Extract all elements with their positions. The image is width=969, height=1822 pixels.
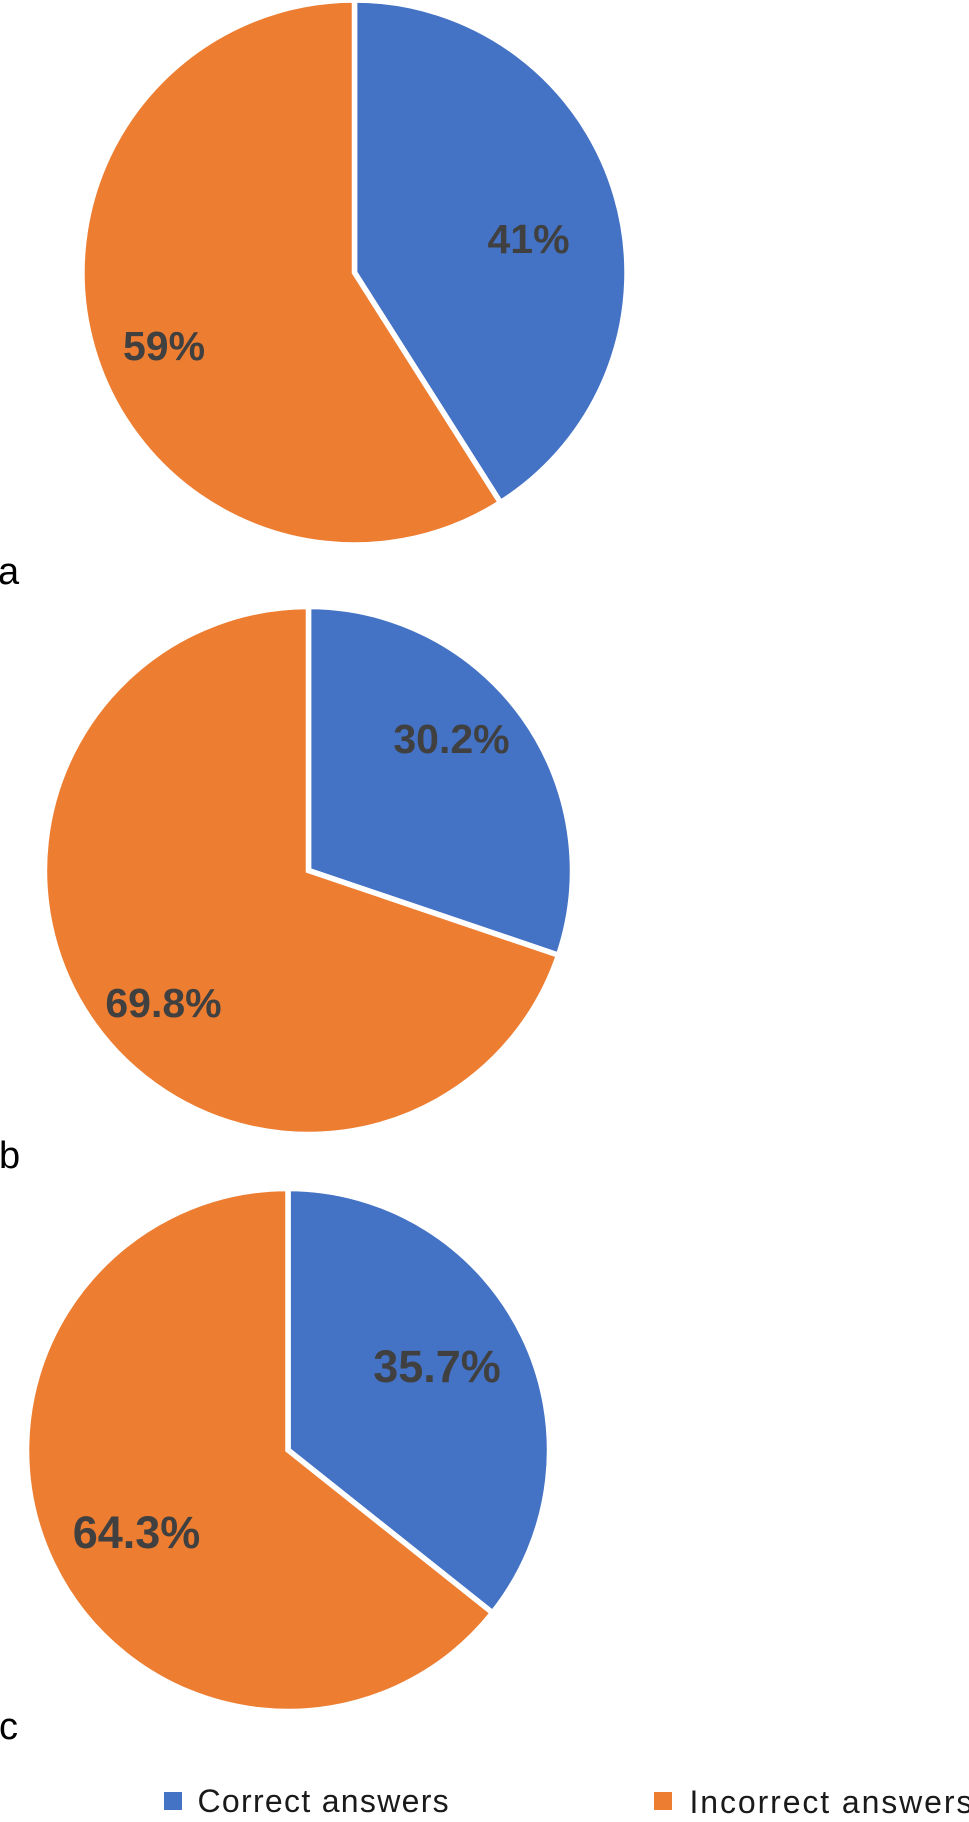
svg-text:64.3%: 64.3% bbox=[73, 1507, 201, 1558]
svg-text:Incorrect answers: Incorrect answers bbox=[690, 1784, 969, 1820]
svg-text:35.7%: 35.7% bbox=[373, 1341, 501, 1392]
svg-text:Correct answers: Correct answers bbox=[198, 1783, 450, 1819]
svg-text:30.2%: 30.2% bbox=[393, 716, 509, 762]
svg-text:a: a bbox=[0, 551, 20, 593]
svg-text:b: b bbox=[0, 1135, 20, 1177]
svg-text:59%: 59% bbox=[123, 323, 205, 369]
svg-text:41%: 41% bbox=[487, 216, 569, 262]
svg-text:69.8%: 69.8% bbox=[105, 980, 221, 1026]
svg-text:c: c bbox=[0, 1706, 18, 1748]
